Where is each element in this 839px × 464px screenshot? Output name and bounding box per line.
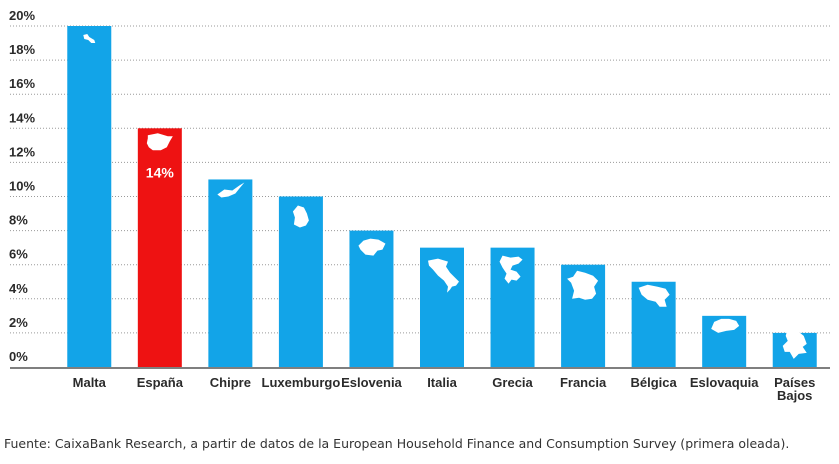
bar bbox=[490, 247, 535, 367]
y-axis: 0% 2% 4% 6% 8% 10% 12% 14% 16% 18% 20% bbox=[9, 8, 35, 364]
x-tick-label: Francia bbox=[560, 375, 607, 390]
netherlands-map-icon bbox=[782, 330, 807, 359]
source-note: Fuente: CaixaBank Research, a partir de … bbox=[4, 436, 790, 451]
slovakia-map-icon bbox=[711, 318, 740, 333]
x-tick-label: Eslovenia bbox=[341, 375, 402, 390]
y-tick-label: 8% bbox=[9, 213, 28, 228]
y-tick-label: 0% bbox=[9, 349, 28, 364]
greece-map-icon bbox=[499, 255, 523, 284]
bars: 14% bbox=[67, 26, 817, 367]
y-tick-label: 20% bbox=[9, 8, 35, 23]
bar bbox=[67, 26, 112, 367]
france-map-icon bbox=[567, 270, 599, 300]
spain-map-icon bbox=[146, 133, 173, 151]
y-tick-label: 10% bbox=[9, 179, 35, 194]
x-tick-label: Chipre bbox=[210, 375, 251, 390]
cyprus-map-icon bbox=[217, 182, 245, 198]
x-axis: Malta España Chipre Luxemburgo Eslovenia Ital… bbox=[73, 375, 816, 403]
y-tick-label: 4% bbox=[9, 281, 28, 296]
x-tick-label: España bbox=[137, 375, 184, 390]
luxembourg-map-icon bbox=[292, 205, 309, 228]
x-tick-label: Italia bbox=[427, 375, 457, 390]
belgium-map-icon bbox=[638, 284, 670, 307]
malta-map-icon bbox=[83, 34, 96, 43]
data-label: 14% bbox=[146, 164, 175, 180]
x-tick-label: Países Bajos bbox=[774, 375, 815, 403]
italy-map-icon bbox=[428, 258, 459, 293]
x-tick-label: Eslovaquia bbox=[690, 375, 759, 390]
x-tick-label: Malta bbox=[73, 375, 107, 390]
y-tick-label: 16% bbox=[9, 76, 35, 91]
slovenia-map-icon bbox=[358, 238, 386, 256]
x-tick-label: Bélgica bbox=[631, 375, 678, 390]
y-tick-label: 14% bbox=[9, 110, 35, 125]
y-tick-label: 12% bbox=[9, 144, 35, 159]
y-tick-label: 18% bbox=[9, 42, 35, 57]
bar bbox=[208, 179, 253, 367]
x-tick-label: Luxemburgo bbox=[262, 375, 341, 390]
y-tick-label: 6% bbox=[9, 247, 28, 262]
y-tick-label: 2% bbox=[9, 315, 28, 330]
bar bbox=[137, 128, 182, 367]
x-tick-label: Grecia bbox=[492, 375, 533, 390]
